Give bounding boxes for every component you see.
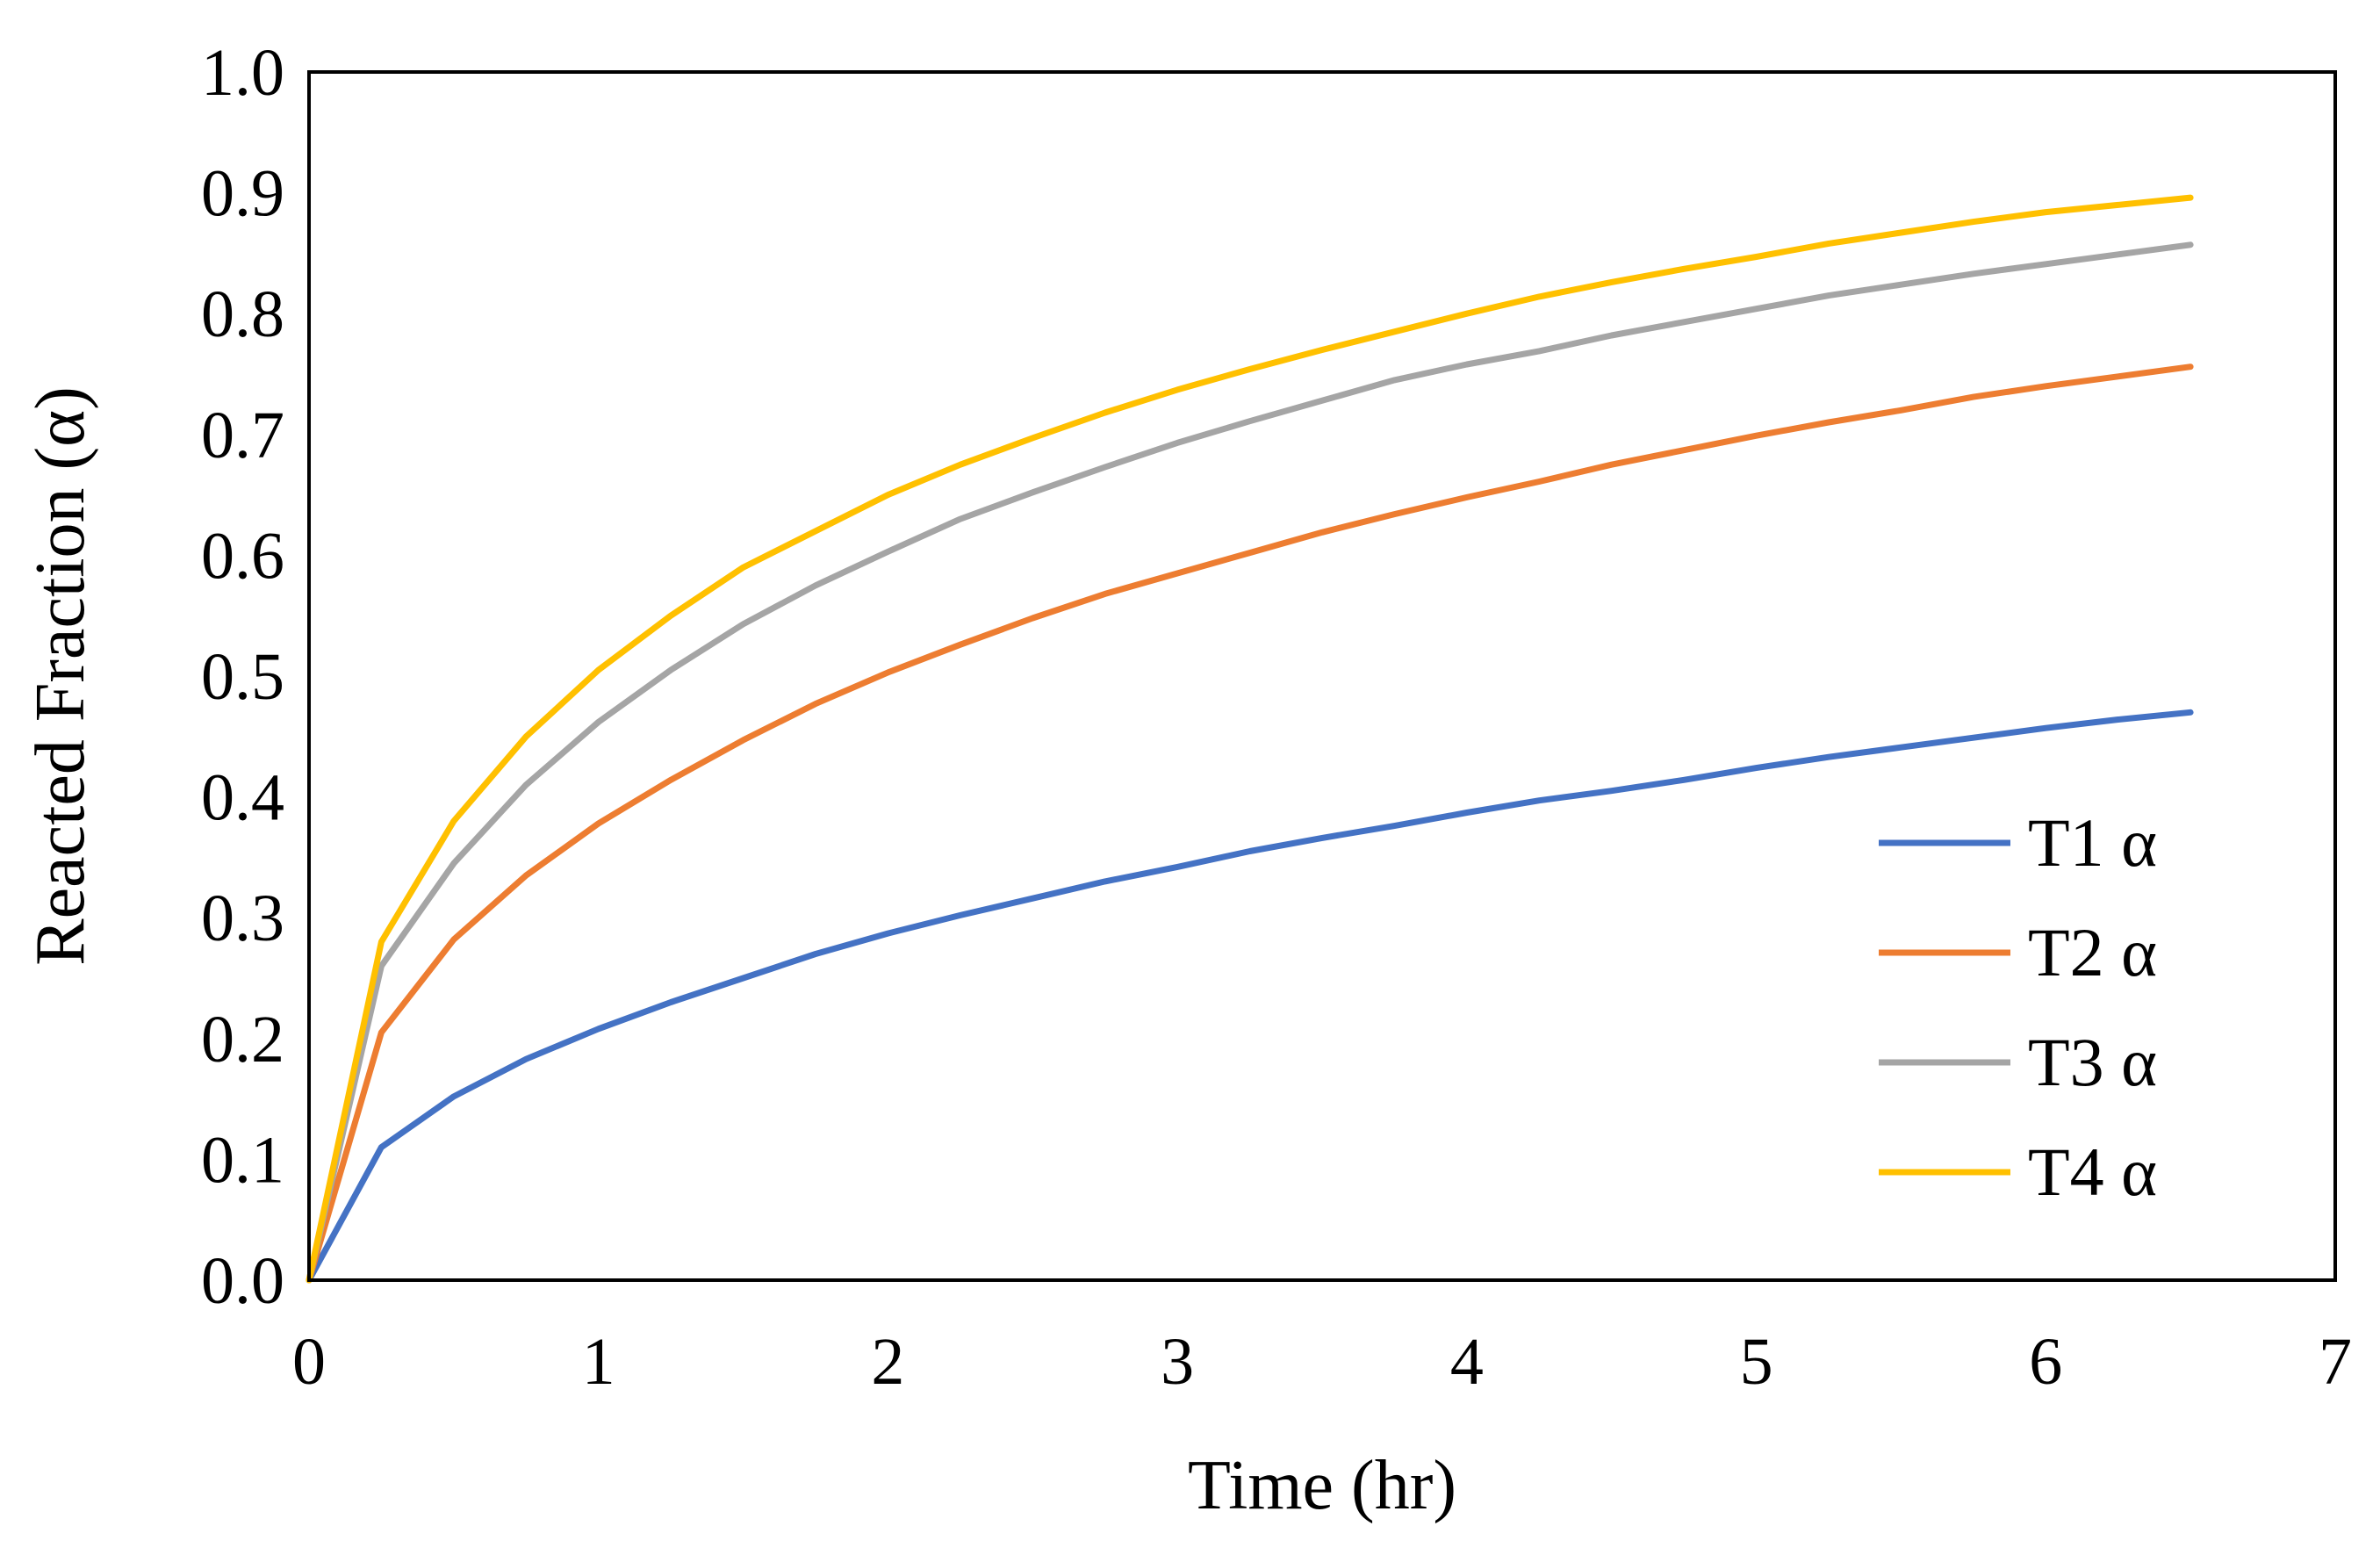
y-tick-label: 0.1 (201, 1123, 284, 1197)
y-tick-label: 1.0 (201, 36, 284, 110)
y-axis-ticks: 0.0 0.1 0.2 0.3 0.4 0.5 0.6 0.7 0.8 0.9 1.0 (201, 36, 284, 1318)
series-lines (306, 194, 2194, 1284)
series-line-t4 (306, 194, 2194, 1284)
y-axis-title: Reacted Fraction (α) (22, 386, 99, 965)
series-line-t1 (306, 709, 2194, 1284)
x-tick-label: 5 (1740, 1325, 1773, 1399)
x-axis-ticks: 0 1 2 3 4 5 6 7 (292, 1325, 2352, 1399)
y-tick-label: 0.5 (201, 640, 284, 714)
legend-label-t2: T2 α (2028, 914, 2157, 990)
x-tick-label: 7 (2319, 1325, 2352, 1399)
x-tick-label: 3 (1161, 1325, 1194, 1399)
y-tick-label: 0.0 (201, 1244, 284, 1318)
x-tick-label: 0 (292, 1325, 326, 1399)
plot-area-frame (307, 70, 2337, 1282)
y-tick-label: 0.4 (201, 761, 284, 835)
series-line-t2 (306, 364, 2194, 1284)
x-tick-label: 4 (1450, 1325, 1484, 1399)
y-tick-label: 0.8 (201, 277, 284, 351)
y-tick-label: 0.2 (201, 1003, 284, 1076)
legend: T1 α T2 α T3 α T4 α (1879, 804, 2157, 1210)
legend-label-t3: T3 α (2028, 1024, 2157, 1100)
x-tick-label: 1 (582, 1325, 615, 1399)
x-tick-label: 2 (871, 1325, 904, 1399)
y-tick-label: 0.6 (201, 519, 284, 593)
x-tick-label: 6 (2029, 1325, 2062, 1399)
legend-label-t4: T4 α (2028, 1134, 2157, 1210)
y-tick-label: 0.9 (201, 157, 284, 231)
series-line-t3 (306, 241, 2194, 1284)
x-axis-title: Time (hr) (1188, 1447, 1456, 1524)
y-tick-label: 0.7 (201, 399, 284, 472)
legend-label-t1: T1 α (2028, 804, 2157, 881)
y-tick-label: 0.3 (201, 882, 284, 955)
